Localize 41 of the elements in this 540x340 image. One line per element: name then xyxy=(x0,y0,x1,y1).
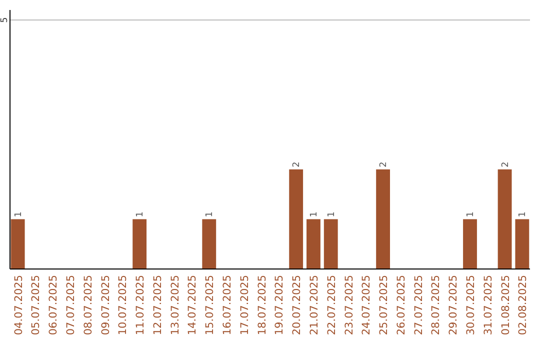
x-tick-label: 18.07.2025 xyxy=(256,275,268,336)
x-tick-label: 20.07.2025 xyxy=(291,275,304,336)
x-tick-label: 07.07.2025 xyxy=(65,275,77,336)
x-tick-label: 15.07.2025 xyxy=(204,275,216,336)
data-label: 1 xyxy=(205,211,216,218)
x-tick-label: 05.07.2025 xyxy=(30,275,42,336)
x-tick-label: 09.07.2025 xyxy=(100,275,112,336)
x-tick-label: 31.07.2025 xyxy=(482,275,494,336)
x-tick-label: 21.07.2025 xyxy=(308,275,320,336)
x-tick-label: 17.07.2025 xyxy=(238,275,251,336)
x-tick-label: 26.07.2025 xyxy=(395,275,408,336)
x-tick-label: 23.07.2025 xyxy=(343,275,356,336)
x-tick-label: 22.07.2025 xyxy=(326,275,338,336)
x-tick-label: 01.08.2025 xyxy=(500,275,512,336)
data-label: 1 xyxy=(326,211,337,218)
data-label: 1 xyxy=(309,211,320,218)
data-label: 1 xyxy=(14,211,24,218)
x-tick-label: 14.07.2025 xyxy=(186,275,199,336)
x-tick-label: 16.07.2025 xyxy=(222,275,234,336)
data-label: 1 xyxy=(136,211,146,218)
x-tick-label: 28.07.2025 xyxy=(430,275,442,336)
x-tick-label: 25.07.2025 xyxy=(378,275,390,336)
data-label: 1 xyxy=(466,211,476,218)
x-tick-label: 02.08.2025 xyxy=(517,275,530,336)
x-tick-label: 19.07.2025 xyxy=(274,275,286,336)
x-tick-label: 12.07.2025 xyxy=(152,275,164,336)
x-tick-label: 27.07.2025 xyxy=(412,275,425,336)
x-tick-label: 29.07.2025 xyxy=(448,275,460,336)
x-tick-label: 10.07.2025 xyxy=(117,275,130,336)
y-tick-label: 5 xyxy=(0,17,10,23)
data-label: 2 xyxy=(379,162,390,168)
x-tick-label: 11.07.2025 xyxy=(134,275,147,336)
data-label: 2 xyxy=(500,162,511,168)
x-tick-label: 08.07.2025 xyxy=(82,275,94,336)
x-tick-label: 30.07.2025 xyxy=(465,275,477,336)
x-tick-label: 24.07.2025 xyxy=(360,275,373,336)
data-label: 1 xyxy=(518,211,528,218)
x-tick-label: 06.07.2025 xyxy=(48,275,60,336)
x-tick-label: 04.07.2025 xyxy=(12,275,25,336)
data-label: 2 xyxy=(292,162,302,168)
x-tick-label: 13.07.2025 xyxy=(169,275,182,336)
